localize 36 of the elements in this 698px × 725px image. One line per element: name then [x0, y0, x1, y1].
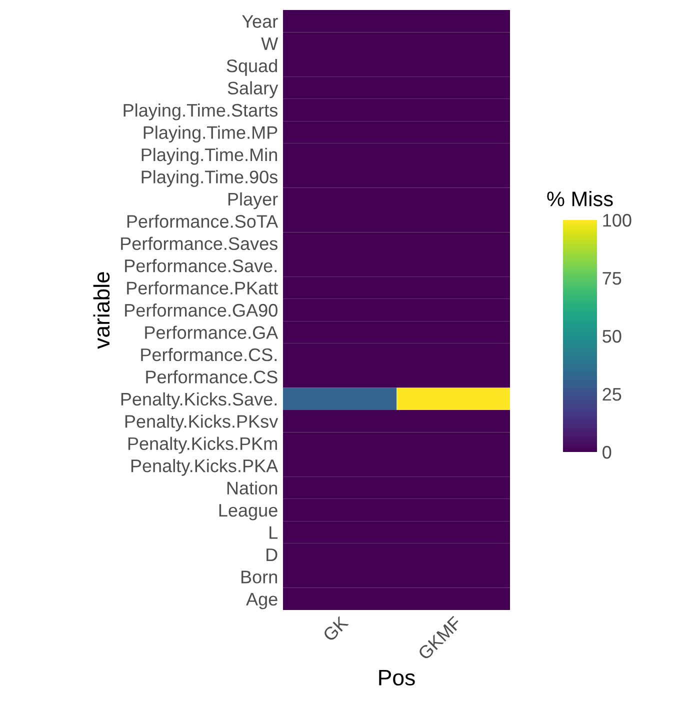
y-tick-label: Performance.Saves — [121, 236, 278, 250]
y-tick-label: Year — [242, 15, 278, 28]
y-axis-title: variable — [93, 272, 110, 349]
y-tick-label: W — [261, 37, 278, 50]
y-tick-label: Performance.CS — [146, 370, 278, 384]
color-bar-label: 50 — [602, 330, 622, 343]
y-tick-label: D — [266, 548, 278, 561]
y-tick-label: L — [270, 526, 278, 539]
y-tick-label: Salary — [228, 81, 278, 98]
color-bar-label: 0 — [602, 446, 612, 459]
x-axis-title: Pos — [379, 670, 415, 686]
y-tick-label: Playing.Time.Starts — [124, 103, 278, 120]
y-tick-label: League — [219, 504, 278, 520]
y-tick-label: Performance.GA — [145, 326, 278, 339]
color-bar-label: 25 — [602, 388, 622, 401]
y-tick-label: Playing.Time.Min — [142, 148, 277, 165]
y-tick-label: Performance.CS. — [141, 348, 276, 362]
y-tick-label: Penalty.Kicks.Save. — [121, 392, 276, 410]
y-tick-label: Playing.Time.90s — [142, 170, 278, 187]
y-tick-label: Born — [241, 570, 277, 584]
color-bar-label: 100 — [603, 214, 632, 227]
color-bar-title: % Miss — [547, 191, 613, 206]
y-tick-label: Performance.SoTA — [127, 214, 278, 228]
y-tick-label: Age — [246, 593, 278, 610]
y-tick-label: Penalty.Kicks.PKsv — [125, 414, 278, 432]
y-tick-label: Penalty.Kicks.PKm — [128, 436, 277, 454]
y-tick-label: Squad — [226, 59, 277, 76]
y-tick-label: Performance.PKatt — [127, 281, 278, 294]
color-bar-label: 75 — [602, 272, 622, 285]
y-tick-label: Performance.GA90 — [125, 303, 278, 317]
y-tick-label: Penalty.Kicks.PKA — [131, 459, 278, 476]
y-tick-label: Performance.Save. — [125, 259, 276, 272]
x-tick-label: GK — [322, 615, 349, 642]
y-tick-label: Playing.Time.MP — [144, 126, 278, 143]
y-tick-label: Player — [228, 192, 278, 210]
y-tick-label: Nation — [227, 481, 277, 494]
